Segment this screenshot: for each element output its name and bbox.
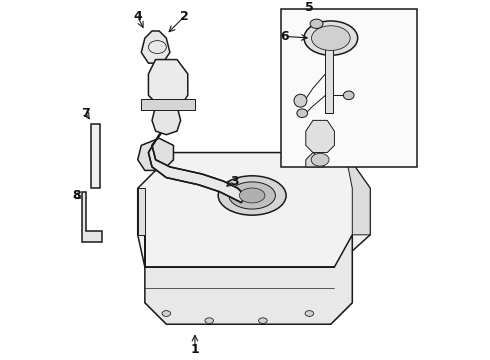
Ellipse shape — [305, 311, 314, 316]
Bar — [325, 49, 333, 113]
Polygon shape — [138, 153, 370, 267]
Polygon shape — [148, 59, 188, 106]
Polygon shape — [138, 138, 173, 170]
Polygon shape — [82, 192, 102, 242]
Polygon shape — [138, 188, 145, 235]
Ellipse shape — [162, 311, 171, 316]
Ellipse shape — [240, 188, 265, 203]
Polygon shape — [148, 131, 245, 203]
Polygon shape — [345, 153, 370, 235]
Ellipse shape — [312, 26, 350, 50]
Polygon shape — [145, 235, 352, 324]
Text: 4: 4 — [133, 10, 142, 23]
Polygon shape — [152, 106, 181, 135]
Ellipse shape — [259, 318, 267, 324]
Text: 5: 5 — [305, 1, 314, 14]
Ellipse shape — [311, 153, 329, 166]
Ellipse shape — [343, 91, 354, 100]
Ellipse shape — [310, 19, 323, 28]
Bar — [281, 9, 416, 167]
Text: 2: 2 — [180, 10, 189, 23]
Ellipse shape — [205, 318, 214, 324]
Ellipse shape — [304, 21, 358, 55]
Polygon shape — [306, 153, 324, 167]
Polygon shape — [141, 31, 170, 63]
Text: 8: 8 — [72, 189, 80, 202]
Text: 6: 6 — [280, 30, 289, 43]
Ellipse shape — [218, 176, 286, 215]
Text: 3: 3 — [230, 175, 239, 188]
Polygon shape — [306, 120, 334, 153]
Text: 7: 7 — [81, 107, 90, 120]
Ellipse shape — [229, 182, 275, 209]
Ellipse shape — [294, 94, 307, 107]
Text: 1: 1 — [191, 343, 199, 356]
Ellipse shape — [297, 109, 308, 117]
Bar — [91, 124, 100, 188]
Polygon shape — [141, 99, 195, 110]
